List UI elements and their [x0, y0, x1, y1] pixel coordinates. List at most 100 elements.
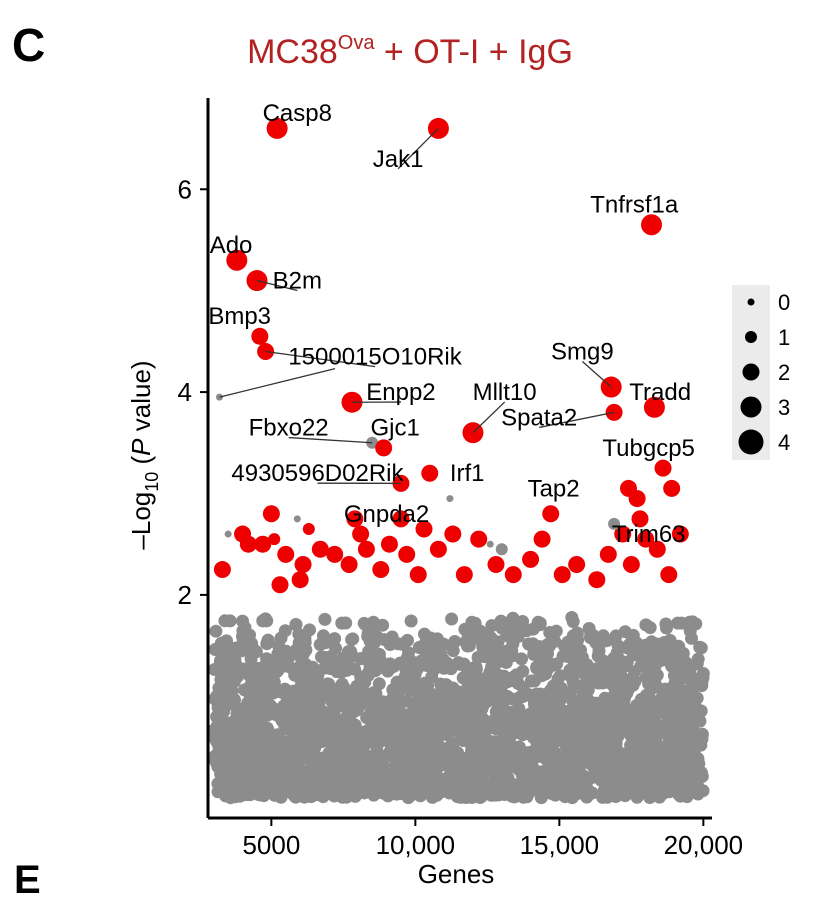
background-point [663, 714, 676, 727]
background-point [415, 687, 428, 700]
background-point [252, 732, 265, 745]
background-point [278, 699, 291, 712]
background-point [242, 686, 255, 699]
background-point [671, 617, 684, 630]
background-point [288, 706, 301, 719]
background-point [309, 761, 322, 774]
background-point [516, 767, 529, 780]
background-point [479, 723, 492, 736]
data-point [623, 556, 640, 573]
background-point [227, 694, 240, 707]
background-point [649, 698, 662, 711]
background-point [669, 734, 682, 747]
background-point [446, 737, 459, 750]
background-point [642, 677, 655, 690]
background-point [279, 722, 292, 735]
legend-size-key [745, 331, 757, 343]
data-point [410, 566, 427, 583]
background-point [639, 618, 652, 631]
gene-label-gnpda2: Gnpda2 [344, 501, 429, 528]
background-point [261, 722, 274, 735]
background-point [607, 690, 620, 703]
y-title-rest: value) [126, 360, 156, 438]
background-point [687, 724, 700, 737]
data-point [505, 566, 522, 583]
background-point [525, 675, 538, 688]
data-point [272, 576, 289, 593]
data-point [341, 556, 358, 573]
background-point [520, 754, 533, 767]
background-point [401, 652, 414, 665]
background-point [503, 732, 516, 745]
gene-label-trim63: Trim63 [612, 521, 686, 548]
background-point [688, 694, 701, 707]
background-point [481, 647, 494, 660]
y-title-open: ( [126, 455, 156, 471]
background-point [592, 677, 605, 690]
background-point [413, 641, 426, 654]
background-point [315, 650, 328, 663]
background-point [522, 638, 535, 651]
background-point [290, 618, 303, 631]
background-point [687, 739, 700, 752]
data-point [352, 526, 369, 543]
background-point [618, 660, 631, 673]
background-point [218, 614, 231, 627]
background-point [384, 638, 397, 651]
background-point [402, 710, 415, 723]
background-point [629, 779, 642, 792]
background-point [648, 785, 661, 798]
background-point [507, 612, 520, 625]
background-point [214, 767, 227, 780]
background-point [342, 689, 355, 702]
data-point-irf1 [421, 465, 438, 482]
background-point [314, 638, 327, 651]
background-point [571, 633, 584, 646]
background-point [215, 685, 228, 698]
background-point [485, 660, 498, 673]
data-point [372, 561, 389, 578]
background-point [610, 649, 623, 662]
background-point [299, 748, 312, 761]
background-point [405, 615, 418, 628]
background-point [524, 708, 537, 721]
background-point [306, 675, 319, 688]
background-point [691, 752, 704, 765]
background-point [549, 688, 562, 701]
gene-label-tnfrsf1a: Tnfrsf1a [590, 191, 679, 218]
gene-label-casp8: Casp8 [263, 100, 332, 127]
background-point [543, 640, 556, 653]
data-point-bmp3 [251, 328, 268, 345]
background-point [594, 773, 607, 786]
background-point [613, 703, 626, 716]
data-point [326, 546, 343, 563]
background-point [363, 773, 376, 786]
data-point [456, 566, 473, 583]
background-point [532, 616, 545, 629]
background-point [440, 656, 453, 669]
background-point [239, 666, 252, 679]
background-point [501, 644, 514, 657]
background-point [466, 791, 479, 804]
legend-size-key [741, 397, 762, 418]
x-tick-label: 20,000 [664, 830, 744, 860]
background-point [567, 615, 580, 628]
data-point [430, 541, 447, 558]
leader-line [220, 369, 336, 398]
background-point [253, 701, 266, 714]
background-point [267, 774, 280, 787]
data-point-tubgcp5 [655, 460, 672, 477]
background-point [311, 689, 324, 702]
background-point [458, 623, 471, 636]
background-point [576, 702, 589, 715]
background-point [387, 660, 400, 673]
background-point [436, 783, 449, 796]
background-point [429, 742, 442, 755]
x-tick-label: 5000 [242, 830, 300, 860]
gene-label-tap2: Tap2 [528, 475, 580, 502]
data-point [600, 546, 617, 563]
gene-label-b2m: B2m [273, 268, 322, 295]
background-point [497, 768, 510, 781]
